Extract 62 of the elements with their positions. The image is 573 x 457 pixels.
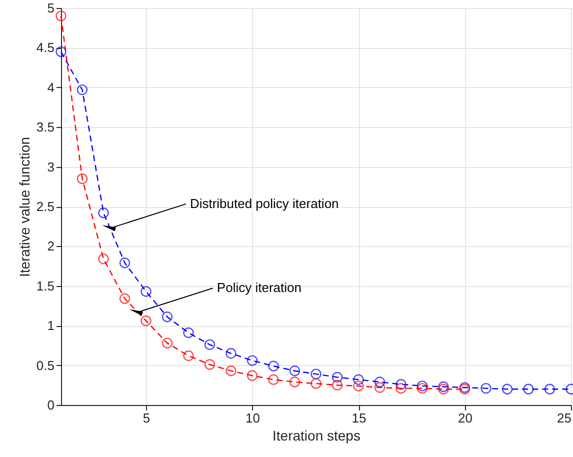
point [523, 384, 534, 394]
point [98, 208, 109, 218]
x-tick-label: 20 [458, 410, 472, 426]
point [119, 293, 130, 304]
point [56, 46, 66, 58]
point [310, 368, 322, 380]
point [353, 380, 364, 392]
point [140, 286, 152, 297]
point [289, 366, 300, 376]
point [332, 380, 343, 390]
annotation: Policy iteration [216, 280, 302, 296]
point [374, 382, 386, 393]
point [353, 374, 364, 385]
y-tick-label: 1 [47, 318, 54, 334]
point [140, 316, 152, 326]
y-tick-label: 0 [47, 398, 54, 412]
point [162, 338, 173, 348]
y-tick-label: 4.5 [36, 40, 54, 56]
point [76, 84, 88, 96]
x-axis-title: Iteration steps [272, 428, 360, 444]
y-tick-label: 5 [47, 0, 54, 16]
point [332, 372, 343, 383]
x-tick-label: 5 [142, 410, 150, 426]
y-tick-label: 3 [47, 159, 54, 174]
point [246, 370, 258, 381]
point [396, 379, 406, 390]
y-tick-label: 2.5 [36, 199, 54, 214]
y-axis-title: Iterative value function [16, 136, 32, 278]
y-tick-label: 3.5 [36, 120, 54, 135]
point [289, 376, 300, 388]
point [162, 312, 173, 322]
point [226, 366, 236, 376]
point [204, 339, 216, 350]
point [544, 384, 556, 394]
point [416, 382, 428, 394]
y-tick-label: 2 [47, 238, 54, 254]
point [246, 355, 258, 366]
x-tick-label: 15 [352, 410, 366, 426]
point [76, 173, 88, 184]
point [56, 10, 66, 22]
point [310, 378, 322, 389]
point [226, 348, 236, 359]
point [268, 374, 279, 385]
x-tick-label: 10 [246, 410, 260, 426]
point [374, 376, 386, 388]
y-tick-label: 4 [47, 80, 54, 95]
point [480, 382, 492, 394]
annotation: Distributed policy iteration [190, 196, 339, 211]
point [438, 384, 449, 394]
point [183, 327, 194, 338]
point [98, 254, 109, 264]
y-tick-label: 0.5 [36, 358, 54, 373]
point [119, 258, 130, 268]
point [502, 384, 513, 394]
y-tick-label: 1.5 [36, 278, 54, 294]
point [396, 382, 406, 394]
point [183, 350, 194, 362]
point [438, 381, 449, 392]
point [204, 359, 216, 370]
point [268, 360, 279, 372]
point [416, 380, 428, 392]
x-tick-label: 25 [557, 410, 572, 426]
